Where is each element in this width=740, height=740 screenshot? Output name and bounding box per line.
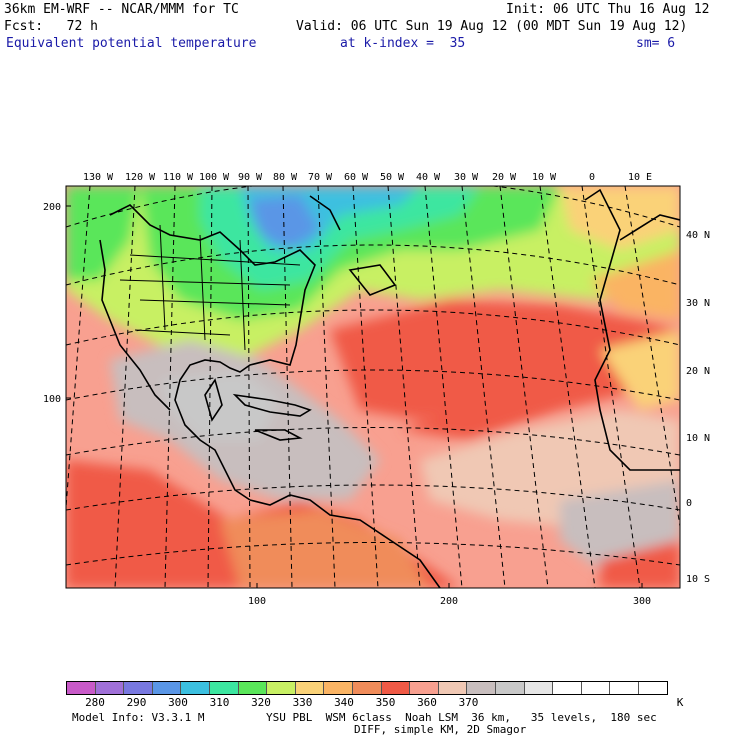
longitude-label: 70 W (308, 172, 333, 183)
colorbar-label: 360 (417, 696, 437, 709)
colorbar-swatch (638, 682, 668, 694)
latitude-label: 20 N (686, 366, 710, 377)
longitude-label: 100 W (199, 172, 230, 183)
grid-axis-labels: 100 200 300 200 100 (43, 202, 651, 607)
grid-y-label: 100 (43, 394, 61, 405)
colorbar-swatch (410, 682, 439, 694)
colorbar-label: 320 (251, 696, 271, 709)
colorbar-swatch (295, 682, 325, 694)
latitude-label: 10 S (686, 574, 710, 585)
longitude-label: 60 W (344, 172, 369, 183)
field-name: Equivalent potential temperature (6, 36, 257, 51)
forecast-hour: Fcst: 72 h (4, 19, 98, 34)
colorbar-swatch (152, 682, 182, 694)
colorbar-swatch (181, 682, 210, 694)
colorbar-label: 350 (375, 696, 396, 709)
valid-time: Valid: 06 UTC Sun 19 Aug 12 (00 MDT Sun … (296, 19, 688, 34)
latitude-label: 40 N (686, 230, 710, 241)
longitude-label: 50 W (380, 172, 405, 183)
longitude-label: 80 W (273, 172, 298, 183)
colorbar-swatch (67, 682, 96, 694)
colorbar-unit: K (676, 696, 684, 709)
colorbar-swatch (467, 682, 496, 694)
longitude-label: 0 (589, 172, 595, 183)
map-frame (65, 185, 681, 589)
smoothing: sm= 6 (636, 36, 676, 51)
longitude-labels: 130 W 120 W 110 W 100 W 90 W 80 W 70 W 60 W 50 W… (83, 172, 652, 183)
colorbar-swatch (438, 682, 468, 694)
colorbar-swatch (581, 682, 611, 694)
longitude-label: 10 E (628, 172, 652, 183)
physics-info: YSU PBL WSM 6class Noah LSM 36 km, 35 le… (266, 711, 657, 724)
colorbar-swatch (495, 682, 525, 694)
colorbar-swatch (610, 682, 639, 694)
colorbar-swatch (267, 682, 296, 694)
grid-y-label: 200 (43, 202, 61, 213)
diffusion-info: DIFF, simple KM, 2D Smagor (354, 723, 527, 736)
colorbar-swatch (553, 682, 582, 694)
colorbar-swatch (238, 682, 268, 694)
colorbar-swatch (209, 682, 239, 694)
colorbar-label: 330 (292, 696, 313, 709)
political-boundaries (119, 224, 301, 351)
longitude-label: 10 W (532, 172, 557, 183)
colorbar-label: 290 (126, 696, 147, 709)
colorbar-swatch (124, 682, 153, 694)
latitude-label: 30 N (686, 298, 710, 309)
init-time: Init: 06 UTC Thu 16 Aug 12 (506, 2, 710, 17)
colorbar-swatch (381, 682, 411, 694)
longitude-label: 90 W (238, 172, 263, 183)
colorbar-label: 370 (458, 696, 479, 709)
colorbar-label: 310 (209, 696, 230, 709)
longitude-label: 40 W (416, 172, 441, 183)
colorbar-label: 300 (168, 696, 188, 709)
colorbar-label: 340 (334, 696, 354, 709)
grid-x-label: 100 (248, 596, 266, 607)
colorbar-swatch (352, 682, 382, 694)
grid-x-label: 200 (440, 596, 458, 607)
colorbar-swatch (524, 682, 554, 694)
grid-x-label: 300 (633, 596, 651, 607)
theta-e-field (66, 186, 680, 588)
latitude-labels: 40 N 30 N 20 N 10 N 0 10 S (686, 230, 710, 585)
grid-ticks (66, 205, 643, 588)
colorbar-swatch (324, 682, 353, 694)
lat-lon-grid (66, 186, 680, 588)
latitude-label: 10 N (686, 433, 710, 444)
longitude-label: 30 W (454, 172, 479, 183)
colorbar-label: 280 (85, 696, 105, 709)
model-title: 36km EM-WRF -- NCAR/MMM for TC (4, 2, 239, 17)
latitude-label: 0 (686, 498, 692, 509)
k-index: at k-index = 35 (340, 36, 466, 51)
colorbar-swatch (95, 682, 125, 694)
longitude-label: 130 W (83, 172, 114, 183)
model-info: Model Info: V3.3.1 M (72, 711, 205, 724)
longitude-label: 20 W (492, 172, 517, 183)
colorbar (66, 681, 669, 695)
longitude-label: 110 W (163, 172, 194, 183)
longitude-label: 120 W (125, 172, 156, 183)
